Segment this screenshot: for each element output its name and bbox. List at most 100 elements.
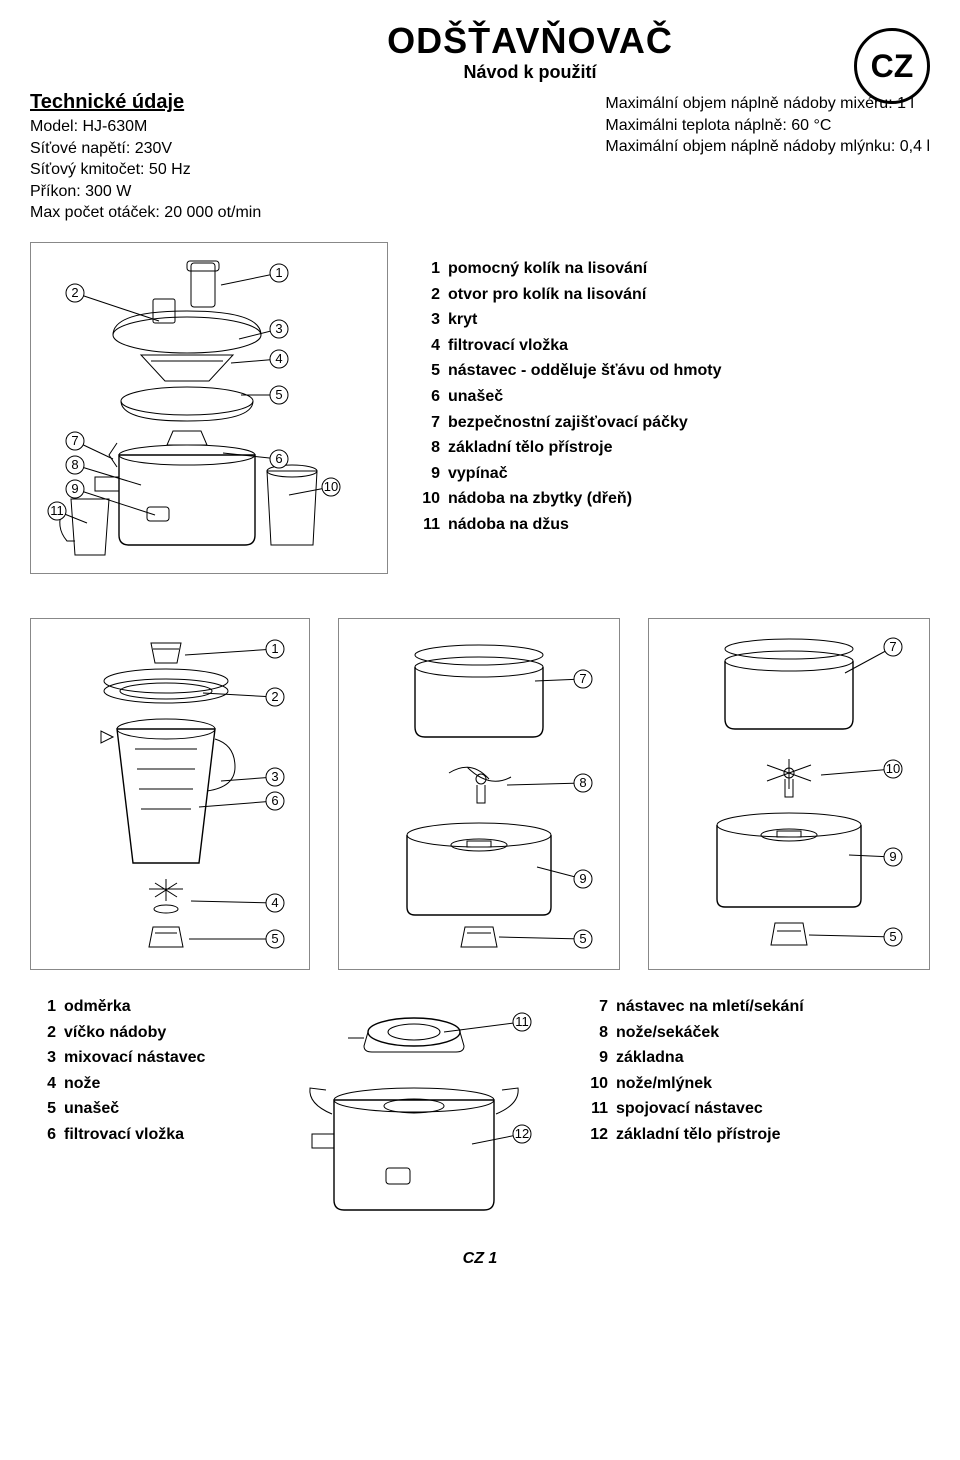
specs-row: Technické údaje Model: HJ-630MSíťové nap…: [30, 89, 930, 224]
legend-1: 1pomocný kolík na lisování2otvor pro kol…: [414, 242, 722, 574]
legend-number: 5: [414, 358, 440, 384]
figure-row-1: 1234567891011 1pomocný kolík na lisování…: [30, 242, 930, 574]
legend-text: nádoba na zbytky (dřeň): [448, 486, 632, 512]
legend-item: 6unašeč: [414, 384, 722, 410]
legend-item: 8nože/sekáček: [582, 1020, 872, 1046]
figure-3: 7895: [338, 618, 620, 970]
legend-number: 9: [582, 1045, 608, 1071]
svg-text:4: 4: [271, 895, 278, 910]
specs-right: Maximální objem náplně nádoby mixéru: 1 …: [605, 93, 930, 224]
legend-text: víčko nádoby: [64, 1020, 166, 1046]
svg-text:5: 5: [889, 929, 896, 944]
legend-item: 4filtrovací vložka: [414, 333, 722, 359]
legend-item: 9vypínač: [414, 461, 722, 487]
legend-text: nože/mlýnek: [616, 1071, 712, 1097]
legend-number: 10: [414, 486, 440, 512]
svg-text:12: 12: [515, 1126, 529, 1141]
legend-text: otvor pro kolík na lisování: [448, 282, 646, 308]
specs-heading: Technické údaje: [30, 89, 261, 116]
legend-item: 11 spojovací nástavec: [582, 1096, 872, 1122]
legend-number: 4: [414, 333, 440, 359]
legend-text: spojovací nástavec: [616, 1096, 763, 1122]
figure-1-svg: 1234567891011: [31, 243, 387, 573]
figure-2-svg: 123645: [31, 619, 309, 969]
legend-text: nástavec na mletí/sekání: [616, 994, 804, 1020]
legend-number: 10: [582, 1071, 608, 1097]
page-subtitle: Návod k použití: [387, 62, 673, 83]
legend-item: 11nádoba na džus: [414, 512, 722, 538]
legend-item: 6 filtrovací vložka: [30, 1122, 250, 1148]
legend-text: bezpečnostní zajišťovací páčky: [448, 410, 688, 436]
svg-text:1: 1: [271, 641, 278, 656]
svg-text:8: 8: [71, 457, 78, 472]
legend-number: 11: [414, 512, 440, 538]
legend-text: filtrovací vložka: [64, 1122, 184, 1148]
figure-4-svg: 71095: [649, 619, 929, 969]
title-block: ODŠŤAVŇOVAČ Návod k použití: [387, 20, 673, 83]
spec-line: Síťové napětí: 230V: [30, 138, 261, 160]
figure-5: 11 12: [268, 994, 564, 1224]
svg-text:10: 10: [886, 761, 900, 776]
svg-text:11: 11: [50, 503, 64, 518]
legend-bottom-right: 7nástavec na mletí/sekání8nože/sekáček9z…: [582, 994, 872, 1148]
legend-text: nože/sekáček: [616, 1020, 719, 1046]
spec-line: Maximálni teplota náplně: 60 °C: [605, 115, 930, 137]
legend-number: 7: [582, 994, 608, 1020]
legend-item: 3 kryt: [414, 307, 722, 333]
legend-text: unašeč: [448, 384, 503, 410]
legend-number: 5: [30, 1096, 56, 1122]
legend-text: mixovací nástavec: [64, 1045, 205, 1071]
legend-bottom-left: 1odměrka2víčko nádoby3mixovací nástavec4…: [30, 994, 250, 1148]
legend-number: 6: [30, 1122, 56, 1148]
svg-text:2: 2: [71, 285, 78, 300]
spec-line: Maximální objem náplně nádoby mlýnku: 0,…: [605, 136, 930, 158]
legend-text: nástavec - odděluje šťávu od hmoty: [448, 358, 722, 384]
svg-text:11: 11: [515, 1014, 529, 1029]
legend-item: 8základní tělo přístroje: [414, 435, 722, 461]
svg-text:9: 9: [889, 849, 896, 864]
legend-text: nože: [64, 1071, 100, 1097]
figure-1: 1234567891011: [30, 242, 388, 574]
svg-text:5: 5: [275, 387, 282, 402]
legend-item: 1odměrka: [30, 994, 250, 1020]
spec-line: Max počet otáček: 20 000 ot/min: [30, 202, 261, 224]
spec-line: Model: HJ-630M: [30, 116, 261, 138]
figure-3-svg: 7895: [339, 619, 619, 969]
legend-item: 7 nástavec na mletí/sekání: [582, 994, 872, 1020]
svg-text:10: 10: [324, 479, 338, 494]
legend-item: 9základna: [582, 1045, 872, 1071]
svg-text:8: 8: [579, 775, 586, 790]
figure-2: 123645: [30, 618, 310, 970]
legend-number: 8: [414, 435, 440, 461]
legend-number: 3: [30, 1045, 56, 1071]
svg-text:3: 3: [275, 321, 282, 336]
spec-line: Příkon: 300 W: [30, 181, 261, 203]
legend-item: 10 nože/mlýnek: [582, 1071, 872, 1097]
legend-text: pomocný kolík na lisování: [448, 256, 647, 282]
legend-number: 2: [414, 282, 440, 308]
svg-text:9: 9: [71, 481, 78, 496]
legend-number: 1: [30, 994, 56, 1020]
legend-item: 2 otvor pro kolík na lisování: [414, 282, 722, 308]
legend-number: 7: [414, 410, 440, 436]
legend-number: 3: [414, 307, 440, 333]
figure-5-svg: 11 12: [268, 994, 564, 1224]
svg-text:6: 6: [275, 451, 282, 466]
page-footer: CZ 1: [30, 1250, 930, 1268]
bottom-row: 1odměrka2víčko nádoby3mixovací nástavec4…: [30, 994, 930, 1224]
legend-number: 2: [30, 1020, 56, 1046]
legend-text: základní tělo přístroje: [616, 1122, 780, 1148]
page-title: ODŠŤAVŇOVAČ: [387, 20, 673, 62]
legend-text: unašeč: [64, 1096, 119, 1122]
svg-text:5: 5: [271, 931, 278, 946]
legend-number: 12: [582, 1122, 608, 1148]
svg-text:5: 5: [579, 931, 586, 946]
legend-number: 11: [582, 1096, 608, 1122]
svg-text:4: 4: [275, 351, 282, 366]
legend-text: kryt: [448, 307, 477, 333]
legend-item: 4 nože: [30, 1071, 250, 1097]
figure-4: 71095: [648, 618, 930, 970]
legend-number: 4: [30, 1071, 56, 1097]
legend-text: vypínač: [448, 461, 508, 487]
header-row: ODŠŤAVŇOVAČ Návod k použití CZ: [30, 20, 930, 83]
